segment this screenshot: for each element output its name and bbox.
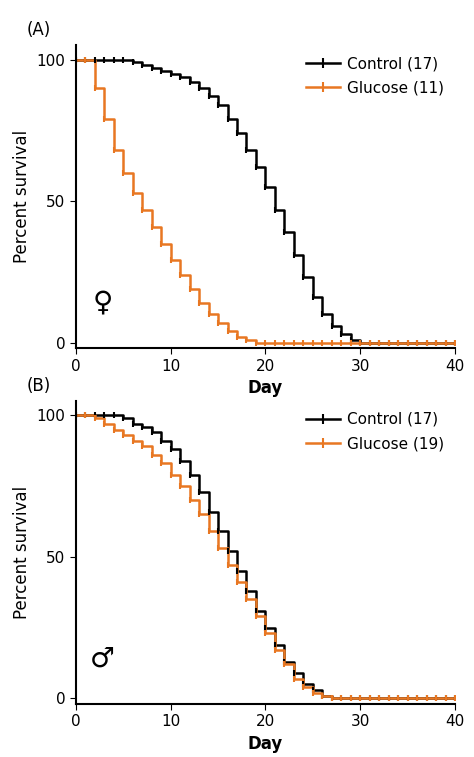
Text: (A): (A) <box>27 21 51 39</box>
Text: (B): (B) <box>27 377 51 395</box>
Y-axis label: Percent survival: Percent survival <box>13 130 31 263</box>
Legend: Control (17), Glucose (19): Control (17), Glucose (19) <box>303 409 447 454</box>
Legend: Control (17), Glucose (11): Control (17), Glucose (11) <box>303 53 447 98</box>
Text: ♀: ♀ <box>92 289 112 316</box>
Y-axis label: Percent survival: Percent survival <box>13 486 31 619</box>
X-axis label: Day: Day <box>248 379 283 397</box>
X-axis label: Day: Day <box>248 735 283 753</box>
Text: ♂: ♂ <box>90 645 115 672</box>
